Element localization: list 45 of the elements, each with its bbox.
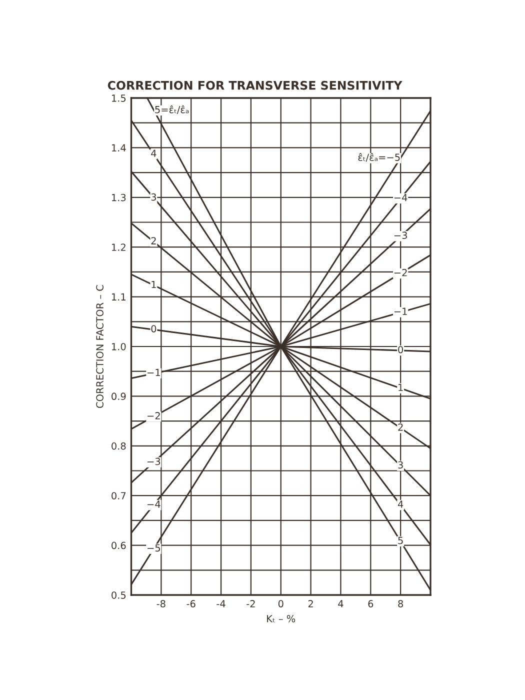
annotation: 4 bbox=[151, 150, 156, 157]
x-axis-title: Kₜ – % bbox=[267, 615, 296, 622]
y-tick-label: 0.9 bbox=[112, 392, 126, 400]
y-tick-label: 0.7 bbox=[112, 492, 126, 500]
annotation: 5=ε̂ₜ/ε̂ₐ bbox=[155, 105, 189, 114]
y-tick-label: 0.8 bbox=[112, 442, 126, 450]
y-tick-label: 1.4 bbox=[112, 144, 126, 152]
y-tick-label: 1.2 bbox=[112, 244, 126, 251]
y-tick-label: 1.0 bbox=[112, 342, 126, 350]
y-axis-title: CORRECTION FACTOR – C bbox=[96, 285, 104, 408]
annotation: 3 bbox=[398, 461, 403, 469]
x-tick-label: 2 bbox=[308, 600, 313, 608]
x-tick-label: 0 bbox=[278, 600, 284, 608]
annotation: −3 bbox=[394, 232, 407, 239]
annotation: −4 bbox=[148, 500, 160, 508]
annotation: 2 bbox=[398, 423, 403, 431]
annotation: 5 bbox=[398, 536, 403, 544]
annotation: 2 bbox=[151, 237, 156, 244]
annotation: −3 bbox=[148, 458, 160, 466]
annotation: 0 bbox=[151, 325, 156, 332]
x-tick-label: 8 bbox=[398, 600, 404, 608]
annotation: −2 bbox=[394, 268, 407, 276]
y-tick-label: 0.5 bbox=[112, 591, 126, 599]
annotation: 1 bbox=[398, 384, 403, 391]
annotation: 4 bbox=[398, 500, 404, 508]
y-tick-label: 1.5 bbox=[112, 94, 126, 102]
x-tick-label: -6 bbox=[186, 600, 196, 608]
x-tick-label: 6 bbox=[368, 600, 374, 608]
y-tick-label: 1.1 bbox=[112, 293, 126, 300]
annotation: −4 bbox=[394, 194, 408, 202]
y-tick-label: 0.6 bbox=[112, 542, 126, 550]
chart-title: CORRECTION FOR TRANSVERSE SENSITIVITY bbox=[108, 80, 402, 90]
annotation: 0 bbox=[398, 346, 404, 354]
x-tick-label: 4 bbox=[338, 600, 344, 608]
annotation: 3 bbox=[151, 193, 156, 201]
annotation: −1 bbox=[394, 308, 407, 315]
x-tick-label: -4 bbox=[216, 600, 226, 608]
x-tick-label: -8 bbox=[156, 600, 166, 608]
annotation: −5 bbox=[148, 544, 160, 552]
y-tick-label: 1.3 bbox=[112, 194, 126, 202]
x-tick-label: -2 bbox=[246, 600, 255, 608]
annotation: ε̂ₜ/ε̂ₐ=−5 bbox=[358, 153, 400, 162]
annotation: −2 bbox=[148, 412, 160, 420]
annotation: 1 bbox=[152, 280, 156, 288]
annotation: −1 bbox=[148, 368, 160, 376]
